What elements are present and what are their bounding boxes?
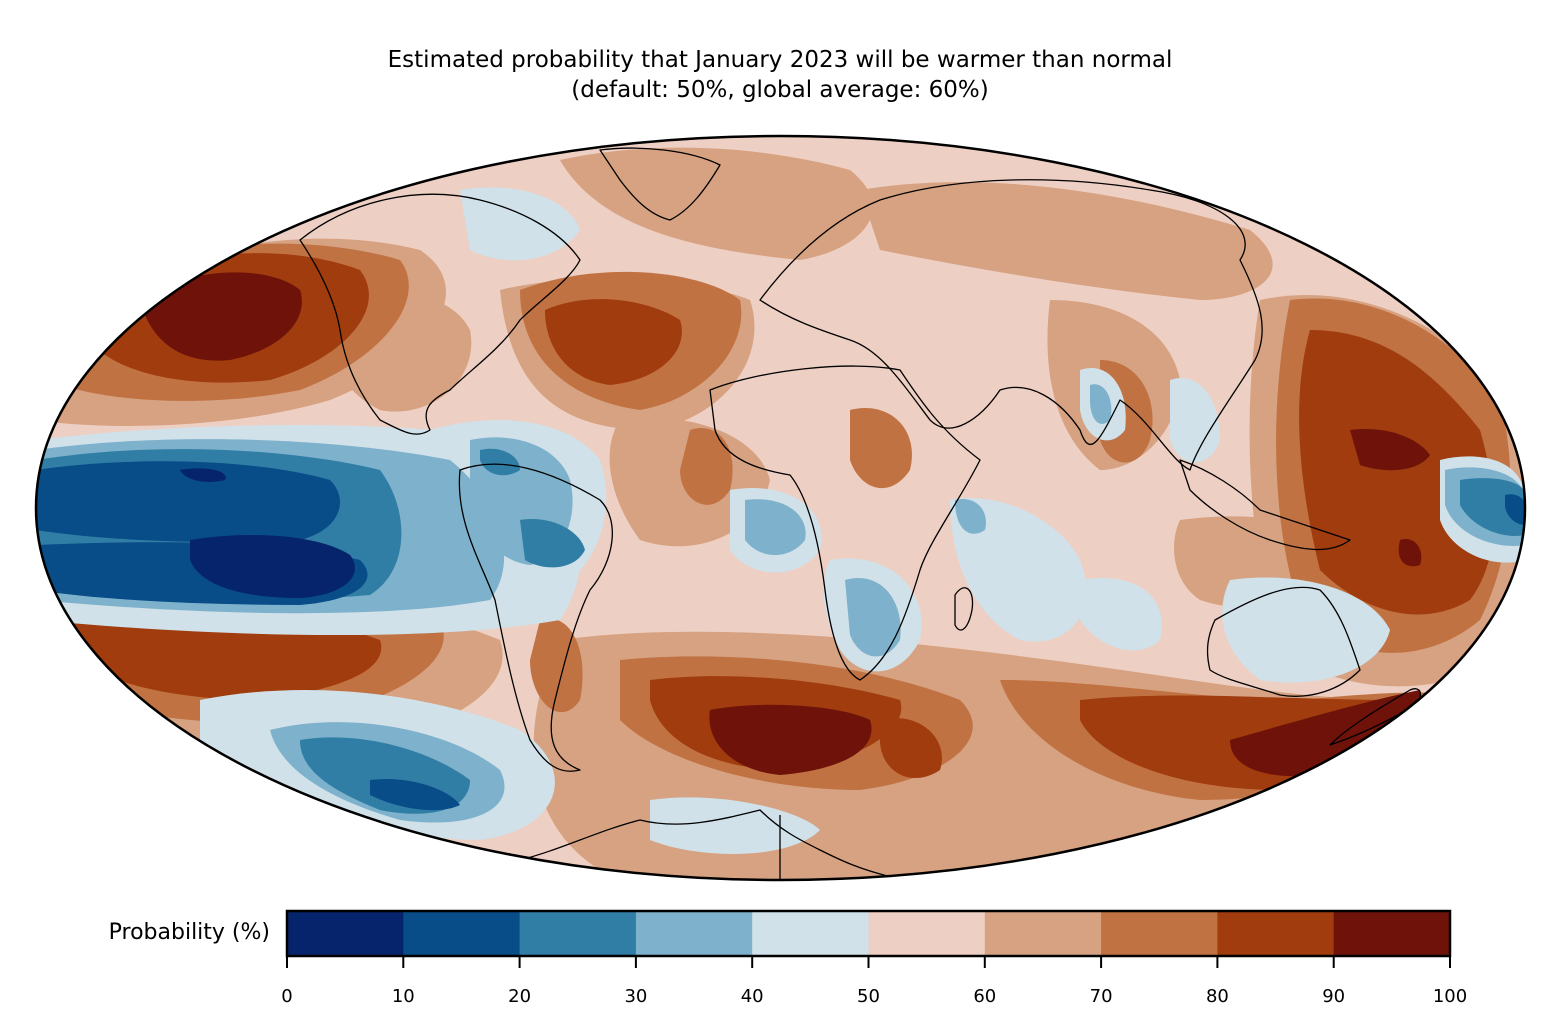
colorbar-tick-label: 80 xyxy=(1205,986,1229,1007)
colorbar-tick-label: 60 xyxy=(973,986,997,1007)
chart-title-line-1: Estimated probability that January 2023 … xyxy=(387,47,1173,73)
field-band-0-10 xyxy=(180,468,355,598)
colorbar-tick-label: 70 xyxy=(1089,986,1113,1007)
colorbar-bin-30-40 xyxy=(635,911,753,956)
colorbar-tick-label: 50 xyxy=(857,986,880,1007)
colorbar-bin-50-60 xyxy=(868,911,986,956)
coastlines xyxy=(299,147,1422,880)
colorbar-bin-60-70 xyxy=(984,911,1102,956)
colorbar-bin-0-10 xyxy=(287,911,404,956)
globe-outline xyxy=(34,134,1527,882)
colorbar-tick-label: 90 xyxy=(1322,986,1346,1007)
antarctica-outline xyxy=(519,809,901,880)
southeast-asia-outline xyxy=(1179,459,1351,551)
south-america-outline xyxy=(458,463,613,772)
eurasia-outline xyxy=(759,179,1263,471)
probability-map xyxy=(34,134,1527,882)
australia-outline xyxy=(1206,586,1361,697)
colorbar-tick-label: 10 xyxy=(391,986,415,1007)
chart-subtitle: (default: 50%, global average: 60%) xyxy=(571,77,989,103)
colorbar-tick-label: 100 xyxy=(1432,986,1468,1007)
colorbar-tick-label: 40 xyxy=(740,986,764,1007)
colorbar-bin-90-100 xyxy=(1333,911,1451,956)
africa-outline xyxy=(709,365,981,681)
colorbar-bin-20-30 xyxy=(519,911,637,956)
colorbar-tick-label: 20 xyxy=(508,986,532,1007)
map-field xyxy=(36,136,1525,880)
colorbar-tick-label: 30 xyxy=(624,986,648,1007)
colorbar-bins xyxy=(287,911,1451,956)
madagascar-outline xyxy=(954,587,974,631)
colorbar-frame xyxy=(285,909,1452,958)
north-america-outline xyxy=(299,193,581,435)
greenland-outline xyxy=(599,147,721,221)
colorbar-ticks xyxy=(286,956,1451,968)
colorbar-bin-10-20 xyxy=(403,911,521,956)
new-zealand-outline xyxy=(1329,688,1422,746)
colorbar-label: Probability (%) xyxy=(108,920,270,945)
colorbar-bin-40-50 xyxy=(752,911,869,956)
colorbar-tick-label: 0 xyxy=(281,986,293,1007)
colorbar-bin-70-80 xyxy=(1101,911,1218,956)
colorbar-bin-80-90 xyxy=(1217,911,1335,956)
